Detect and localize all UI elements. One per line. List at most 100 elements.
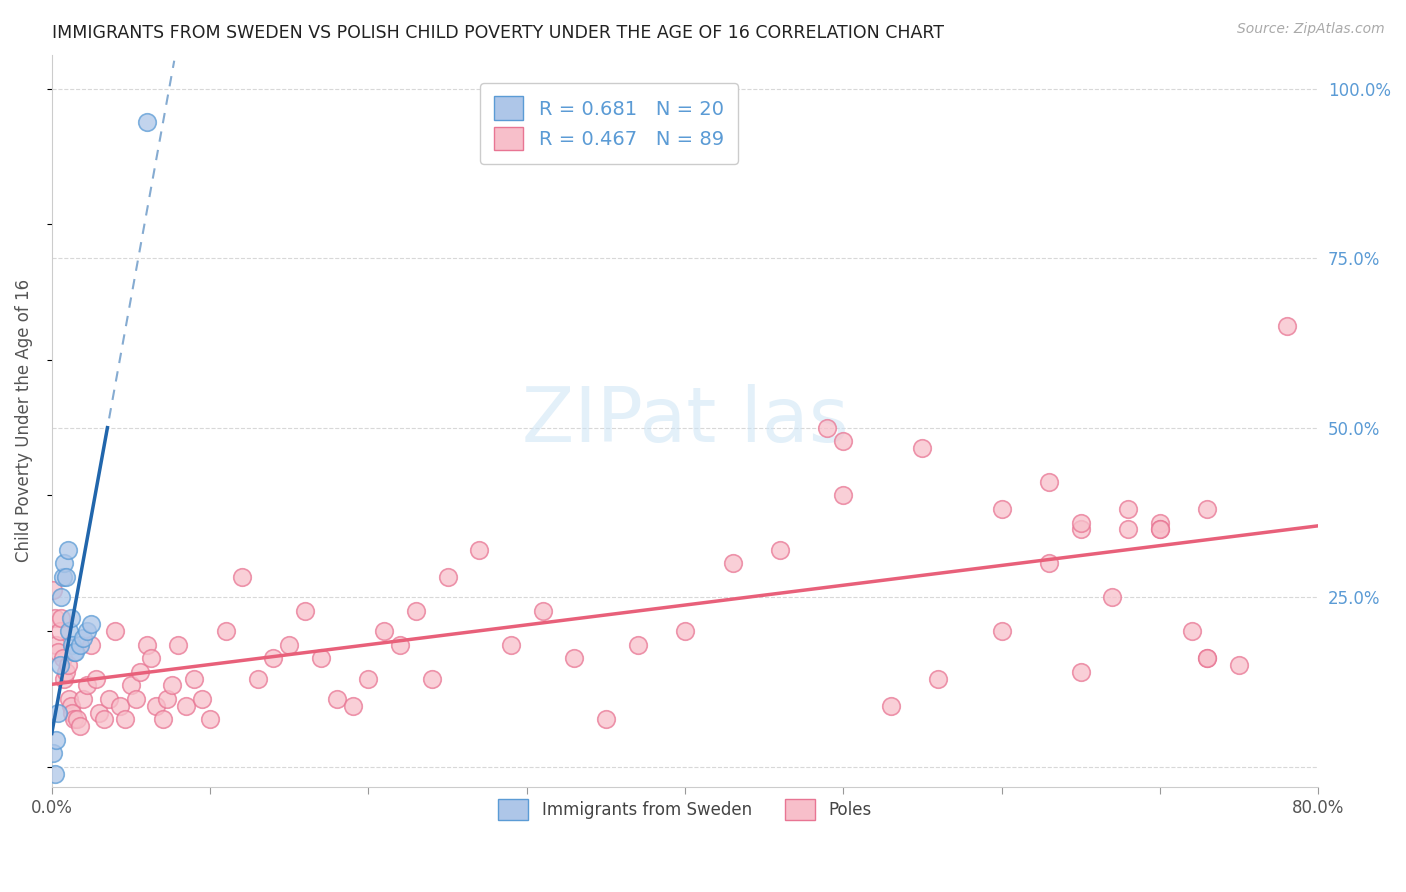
Point [51, 610, 73, 624]
Point [167, 638, 190, 652]
Point [294, 604, 316, 618]
Point [44, 766, 66, 780]
Point [104, 624, 127, 639]
Point [246, 672, 269, 686]
Point [405, 604, 427, 618]
Point [145, 698, 167, 713]
Point [51, 591, 73, 605]
Point [673, 624, 696, 639]
Point [1116, 523, 1139, 537]
Point [56, 658, 79, 673]
Point [1197, 502, 1219, 516]
Point [342, 698, 364, 713]
Point [63, 644, 86, 658]
Point [436, 570, 458, 584]
Point [53, 557, 76, 571]
Point [59, 698, 82, 713]
Point [141, 651, 163, 665]
Point [420, 672, 443, 686]
Point [817, 420, 839, 434]
Point [1181, 624, 1204, 639]
Point [1101, 591, 1123, 605]
Text: IMMIGRANTS FROM SWEDEN VS POLISH CHILD POVERTY UNDER THE AGE OF 16 CORRELATION C: IMMIGRANTS FROM SWEDEN VS POLISH CHILD P… [52, 24, 943, 42]
Point [595, 712, 617, 726]
Point [309, 651, 332, 665]
Point [990, 502, 1012, 516]
Point [42, 583, 65, 598]
Point [45, 638, 67, 652]
Point [129, 665, 152, 679]
Point [721, 557, 744, 571]
Point [468, 542, 491, 557]
Point [42, 746, 65, 760]
Point [69, 719, 91, 733]
Point [1227, 658, 1250, 673]
Point [80, 638, 103, 652]
Point [927, 672, 949, 686]
Point [1275, 318, 1298, 333]
Point [120, 678, 142, 692]
Point [1149, 523, 1171, 537]
Point [198, 712, 221, 726]
Point [135, 638, 157, 652]
Point [1038, 557, 1060, 571]
Point [1149, 516, 1171, 530]
Point [1038, 475, 1060, 489]
Point [72, 631, 94, 645]
Point [183, 672, 205, 686]
Text: Source: ZipAtlas.com: Source: ZipAtlas.com [1237, 22, 1385, 37]
Point [124, 692, 146, 706]
Point [76, 624, 98, 639]
Point [1070, 665, 1092, 679]
Point [626, 638, 648, 652]
Point [832, 434, 855, 449]
Point [55, 570, 77, 584]
Point [80, 617, 103, 632]
Point [46, 706, 69, 720]
Point [1197, 651, 1219, 665]
Point [1197, 651, 1219, 665]
Point [1070, 523, 1092, 537]
Point [1070, 516, 1092, 530]
Point [108, 698, 131, 713]
Point [60, 706, 83, 720]
Point [911, 441, 934, 455]
Point [832, 488, 855, 502]
Point [278, 638, 301, 652]
Point [45, 732, 67, 747]
Point [135, 115, 157, 129]
Point [60, 638, 83, 652]
Point [389, 638, 412, 652]
Point [176, 698, 198, 713]
Point [53, 672, 76, 686]
Point [66, 712, 89, 726]
Y-axis label: Child Poverty Under the Age of 16: Child Poverty Under the Age of 16 [15, 279, 32, 563]
Point [46, 644, 69, 658]
Point [48, 624, 70, 639]
Point [52, 570, 75, 584]
Point [325, 692, 347, 706]
Point [44, 610, 66, 624]
Point [562, 651, 585, 665]
Point [191, 692, 214, 706]
Point [48, 658, 70, 673]
Point [56, 542, 79, 557]
Point [72, 692, 94, 706]
Point [531, 604, 554, 618]
Point [93, 712, 115, 726]
Point [769, 542, 792, 557]
Point [97, 692, 120, 706]
Point [58, 692, 80, 706]
Point [1116, 502, 1139, 516]
Point [89, 706, 111, 720]
Point [59, 610, 82, 624]
Legend: Immigrants from Sweden, Poles: Immigrants from Sweden, Poles [492, 793, 879, 827]
Point [69, 638, 91, 652]
Point [152, 712, 174, 726]
Point [262, 651, 284, 665]
Point [357, 672, 380, 686]
Point [65, 644, 87, 658]
Point [215, 624, 238, 639]
Point [231, 570, 253, 584]
Point [880, 698, 903, 713]
